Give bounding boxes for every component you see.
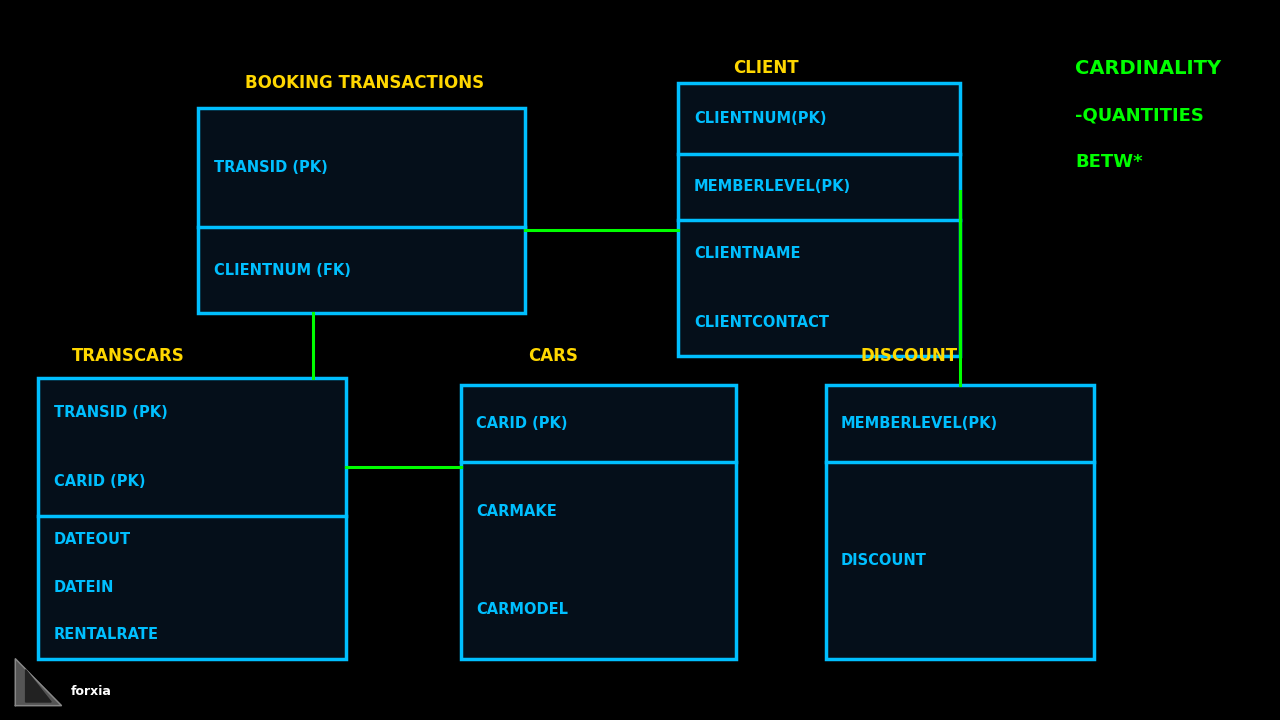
Text: DISCOUNT: DISCOUNT [860,348,957,366]
Text: MEMBERLEVEL(PK): MEMBERLEVEL(PK) [841,416,998,431]
Text: CARID (PK): CARID (PK) [476,416,567,431]
Text: CARDINALITY: CARDINALITY [1075,59,1221,78]
Text: CARMODEL: CARMODEL [476,602,568,617]
Text: CARMAKE: CARMAKE [476,503,557,518]
Text: -QUANTITIES: -QUANTITIES [1075,107,1204,125]
Text: CLIENTCONTACT: CLIENTCONTACT [694,315,828,330]
Text: CARID (PK): CARID (PK) [54,474,145,489]
FancyBboxPatch shape [38,378,346,659]
Text: TRANSID (PK): TRANSID (PK) [214,160,328,175]
Text: DATEIN: DATEIN [54,580,114,595]
Text: CLIENTNUM(PK): CLIENTNUM(PK) [694,111,827,126]
Text: CLIENTNUM (FK): CLIENTNUM (FK) [214,263,351,278]
Polygon shape [26,670,51,702]
FancyBboxPatch shape [826,385,1094,659]
Text: TRANSID (PK): TRANSID (PK) [54,405,168,420]
Text: BOOKING TRANSACTIONS: BOOKING TRANSACTIONS [246,74,484,92]
Text: DATEOUT: DATEOUT [54,532,131,547]
Text: CARS: CARS [529,348,577,366]
Text: BETW*: BETW* [1075,153,1143,171]
Text: forxia: forxia [70,685,111,698]
Text: CLIENT: CLIENT [732,60,799,78]
Text: CLIENTNAME: CLIENTNAME [694,246,800,261]
Polygon shape [15,659,61,706]
Text: DISCOUNT: DISCOUNT [841,553,927,568]
Text: RENTALRATE: RENTALRATE [54,627,159,642]
FancyBboxPatch shape [461,385,736,659]
FancyBboxPatch shape [198,108,525,313]
FancyBboxPatch shape [678,83,960,356]
Text: TRANSCARS: TRANSCARS [72,348,184,366]
Text: MEMBERLEVEL(PK): MEMBERLEVEL(PK) [694,179,851,194]
